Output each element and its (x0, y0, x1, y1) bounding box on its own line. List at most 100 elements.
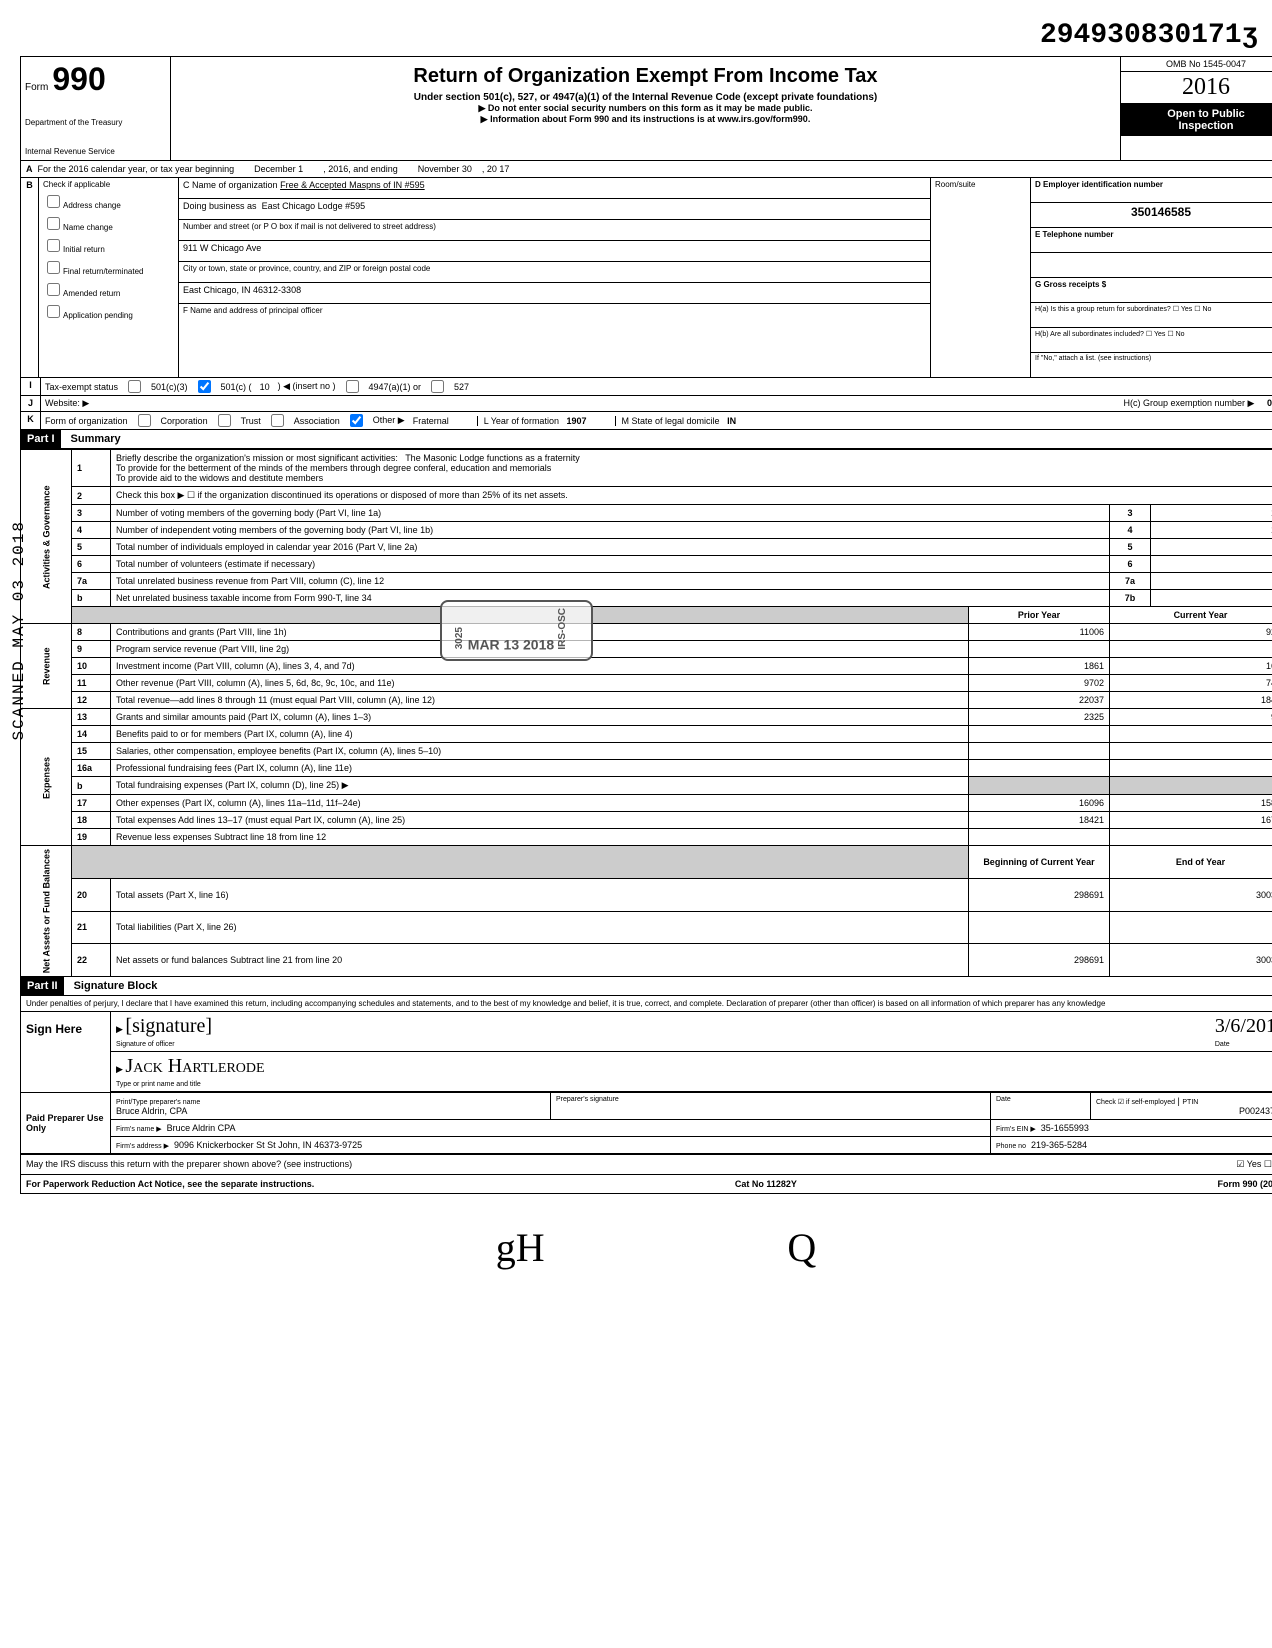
rev-desc-0: Contributions and grants (Part VIII, lin… (111, 624, 969, 641)
part1-header: Part I (21, 430, 61, 448)
net-curr-2: 300328 (1110, 944, 1272, 977)
exp-num-5: 17 (72, 795, 111, 812)
check-address-change[interactable]: Address change (43, 192, 174, 211)
rev-prior-1 (969, 641, 1110, 658)
table-row: 22Net assets or fund balances Subtract l… (21, 944, 1272, 977)
opt-501c-b: ) ◀ (insert no ) (278, 381, 336, 392)
ein-value: 350146585 (1031, 203, 1272, 228)
rev-prior-4: 22037 (969, 692, 1110, 709)
exp-desc-0: Grants and similar amounts paid (Part IX… (111, 709, 969, 726)
rev-prior-2: 1861 (969, 658, 1110, 675)
hc-label: H(c) Group exemption number ▶ (1123, 398, 1254, 408)
gov-box-4: 7a (1110, 573, 1151, 590)
check-corp[interactable] (138, 414, 151, 427)
check-4947[interactable] (346, 380, 359, 393)
hb-label: H(b) Are all subordinates included? (1035, 331, 1144, 338)
check-text-1: Name change (63, 223, 113, 232)
prep-sig-cell: Preparer's signature (551, 1093, 991, 1120)
line1-text1: The Masonic Lodge functions as a fratern… (405, 453, 580, 463)
rev-desc-1: Program service revenue (Part VIII, line… (111, 641, 969, 658)
signature-section: Under penalties of perjury, I declare th… (20, 996, 1272, 1093)
ha-label: H(a) Is this a group return for subordin… (1035, 306, 1171, 313)
gov-desc-1: Number of independent voting members of … (111, 522, 1110, 539)
end-year-header: End of Year (1110, 846, 1272, 879)
row-a-end-year: 17 (499, 164, 509, 174)
sub-title: Under section 501(c), 527, or 4947(a)(1)… (175, 92, 1116, 103)
sig-date: 3/6/2018 (1215, 1015, 1272, 1037)
phone-value: 219-365-5284 (1031, 1140, 1087, 1150)
exp-num-4: b (72, 777, 111, 795)
exp-curr-5: 15823 (1110, 795, 1272, 812)
dba-row: Doing business as East Chicago Lodge #59… (179, 199, 930, 220)
right-header: OMB No 1545-0047 2016 Open to Public Ins… (1121, 57, 1272, 160)
col-b-letter: B (21, 178, 39, 377)
check-527[interactable] (431, 380, 444, 393)
check-text-0: Address change (63, 201, 121, 210)
row-j-letter: J (21, 396, 41, 411)
gov-box-1: 4 (1110, 522, 1151, 539)
check-trust[interactable] (218, 414, 231, 427)
check-name-change[interactable]: Name change (43, 214, 174, 233)
gov-val-5 (1151, 590, 1272, 607)
row-j-content: Website: ▶ H(c) Group exemption number ▶… (41, 396, 1272, 411)
arrow-line-2: ▶ Information about Form 990 and its ins… (175, 114, 1116, 125)
check-text-3: Final return/terminated (63, 267, 143, 276)
row-i-label: Tax-exempt status (45, 382, 118, 392)
net-header-row: Net Assets or Fund BalancesBeginning of … (21, 846, 1272, 879)
exp-num-7: 19 (72, 829, 111, 846)
firm-addr-cell: Firm's address ▶ 9096 Knickerbocker St S… (111, 1137, 991, 1154)
current-year-header: Current Year (1110, 607, 1272, 624)
firm-ein-cell: Firm's EIN ▶ 35-1655993 (991, 1120, 1272, 1137)
rev-num-0: 8 (72, 624, 111, 641)
rev-curr-1 (1110, 641, 1272, 658)
check-final-return[interactable]: Final return/terminated (43, 258, 174, 277)
table-row: 17Other expenses (Part IX, column (A), l… (21, 795, 1272, 812)
org-name: Free & Accepted Maspns of IN #595 (280, 180, 425, 190)
check-initial-return[interactable]: Initial return (43, 236, 174, 255)
net-curr-0: 300328 (1110, 878, 1272, 911)
f-row: F Name and address of principal officer (179, 304, 930, 324)
e-value (1031, 253, 1272, 278)
check-assoc[interactable] (271, 414, 284, 427)
discuss-text: May the IRS discuss this return with the… (26, 1159, 352, 1170)
check-501c3[interactable] (128, 380, 141, 393)
check-other[interactable] (350, 414, 363, 427)
exp-prior-1 (969, 726, 1110, 743)
row-i-letter: I (21, 378, 41, 395)
line-2-desc: Check this box ▶ ☐ if the organization d… (111, 487, 1272, 505)
exp-prior-6: 18421 (969, 812, 1110, 829)
ptin-value: P00243749 (1096, 1106, 1272, 1116)
opt-527: 527 (454, 382, 469, 392)
date-label: Date (1215, 1041, 1230, 1048)
h-note: If "No," attach a list. (see instruction… (1031, 353, 1272, 377)
check-text-2: Initial return (63, 245, 105, 254)
year-header-row: Prior YearCurrent Year (21, 607, 1272, 624)
check-501c[interactable] (198, 380, 211, 393)
net-desc-1: Total liabilities (Part X, line 26) (111, 911, 969, 944)
officer-signature: [signature] (125, 1015, 212, 1037)
table-row: bTotal fundraising expenses (Part IX, co… (21, 777, 1272, 795)
check-app-pending[interactable]: Application pending (43, 302, 174, 321)
table-row: 3Number of voting members of the governi… (21, 505, 1272, 522)
exp-num-3: 16a (72, 760, 111, 777)
line-1-num: 1 (72, 450, 111, 487)
part2-subtitle: Signature Block (74, 980, 158, 992)
row-k-content: Form of organization Corporation Trust A… (41, 412, 1272, 429)
check-label: Check if applicable (43, 180, 174, 189)
firm-addr: 9096 Knickerbocker St St John, IN 46373-… (174, 1140, 362, 1150)
gov-desc-2: Total number of individuals employed in … (111, 539, 1110, 556)
footer-left: For Paperwork Reduction Act Notice, see … (26, 1179, 314, 1189)
exp-prior-7 (969, 829, 1110, 846)
l-value: 1907 (566, 416, 586, 426)
gov-num-2: 5 (72, 539, 111, 556)
m-value: IN (727, 416, 736, 426)
net-desc-2: Net assets or fund balances Subtract lin… (111, 944, 969, 977)
exp-desc-2: Salaries, other compensation, employee b… (111, 743, 969, 760)
print-name-label: Print/Type preparer's name (116, 1099, 200, 1106)
irs-discuss-row: May the IRS discuss this return with the… (20, 1155, 1272, 1175)
exp-num-1: 14 (72, 726, 111, 743)
rev-prior-0: 11006 (969, 624, 1110, 641)
check-amended[interactable]: Amended return (43, 280, 174, 299)
row-i-content: Tax-exempt status 501(c)(3) 501(c) ( 10 … (41, 378, 1272, 395)
opt-501c: 501(c) ( (221, 382, 252, 392)
